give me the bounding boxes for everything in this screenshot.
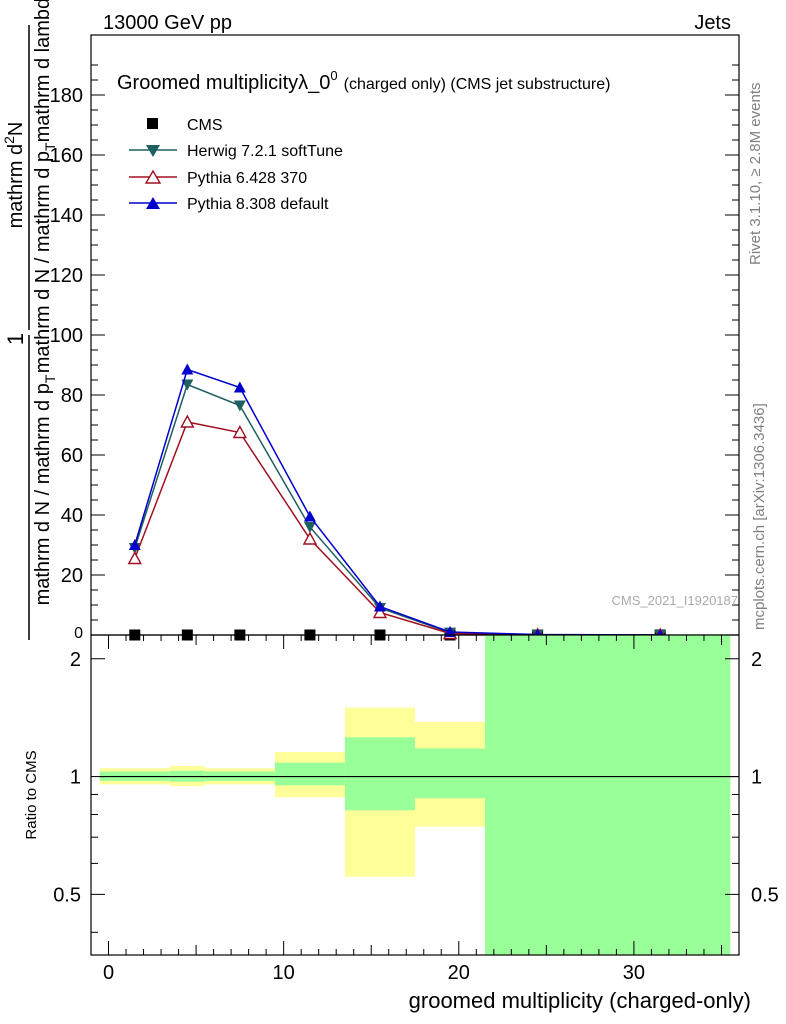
ylabel-den-sub: T [42, 374, 58, 383]
data-point-series-2 [180, 414, 195, 428]
ratio-bands-group [99, 635, 731, 955]
ylabel-denominator: mathrm d N / mathrm d pT [32, 374, 58, 605]
main-yaxis: 20 40 60 80 100 120 140 160 180 0 [50, 64, 739, 642]
ratio-xtick-label: 30 [623, 962, 645, 984]
ratio-frame [90, 634, 740, 956]
series-line-3 [134, 368, 661, 636]
watermark: CMS_2021_I1920187 [612, 593, 739, 608]
ylabel-num-b: N [5, 122, 27, 136]
legend-marker-cms [147, 118, 158, 129]
main-ytick-label: 160 [50, 145, 83, 167]
ratio-band-stat-4 [344, 737, 415, 811]
main-ytick-label: 120 [50, 265, 83, 287]
chart-title-suffix: (charged only) (CMS jet substructure) [344, 76, 611, 93]
ratio-xtick-label: 20 [448, 962, 470, 984]
ylabel-num-sup: 2 [1, 136, 17, 144]
main-ytick-label: 180 [50, 85, 83, 107]
legend: CMS Herwig 7.2.1 softTune Pythia 6.428 3… [129, 117, 343, 213]
ylabel-rden-a: mathrm d N / mathrm d p [32, 151, 54, 373]
chart-title-sup: 0 [330, 68, 337, 83]
main-ytick-label: 80 [61, 385, 83, 407]
chart-title-main: Groomed multiplicityλ_0 [117, 72, 330, 94]
legend-marker-herwig [146, 145, 160, 157]
ratio-ylabel: Ratio to CMS [23, 750, 40, 839]
legend-label-cms: CMS [187, 117, 223, 134]
ratio-band-stat-3 [274, 762, 345, 786]
legend-label-herwig: Herwig 7.2.1 softTune [187, 143, 343, 160]
main-series-group [127, 363, 668, 641]
data-point-series-2 [127, 551, 142, 565]
ratio-band-stat-6 [485, 635, 731, 955]
data-point-series-1 [303, 522, 316, 533]
rivet-label: Rivet 3.1.10, ≥ 2.8M events [747, 83, 764, 266]
ylabel-rden-b: mathrm d lambda [32, 0, 54, 142]
ylabel-right-denominator: mathrm d N / mathrm d pTmathrm d lambda [32, 0, 58, 373]
chart-title: Groomed multiplicityλ_00 (charged only) (… [117, 68, 610, 94]
data-point-series-3 [128, 539, 141, 550]
main-ytick-label: 60 [61, 445, 83, 467]
legend-marker-pythia8 [146, 197, 160, 209]
ratio-xtick-label: 0 [103, 962, 114, 984]
series-line-1 [134, 383, 661, 636]
ratio-ytick-label: 1 [70, 767, 81, 789]
data-point-series-3 [373, 600, 386, 612]
ratio-ytick-label-right: 1 [751, 767, 762, 789]
ratio-ytick-label: 0.5 [53, 884, 81, 906]
legend-marker-pythia6 [144, 169, 162, 184]
main-ytick-label-zero: 0 [74, 625, 83, 642]
data-point-series-1 [181, 379, 194, 391]
data-point-series-2 [372, 605, 388, 619]
ratio-panel: 0 10 20 30 0.5 0.5 1 1 2 2 Ratio to CMS groomed m… [23, 634, 779, 1013]
main-ytick-label: 140 [50, 205, 83, 227]
data-point-series-3 [181, 363, 194, 375]
legend-label-pythia6: Pythia 6.428 370 [187, 170, 307, 187]
ylabel-num-a: mathrm d [5, 144, 27, 228]
ratio-axes: 0 10 20 30 0.5 0.5 1 1 2 2 [53, 635, 779, 984]
header-right: Jets [694, 12, 731, 34]
legend-label-pythia8: Pythia 8.308 default [187, 196, 329, 213]
header-left: 13000 GeV pp [103, 12, 232, 34]
main-ytick-label: 100 [50, 325, 83, 347]
series-line-2 [134, 421, 661, 636]
data-point-series-1 [233, 400, 246, 412]
ylabel-one: 1 [3, 333, 28, 345]
xaxis-label: groomed multiplicity (charged-only) [409, 988, 751, 1013]
main-yaxis-label: 1 mathrm d N / mathrm d pT mathrm d2N ma… [1, 0, 58, 640]
ratio-band-stat-5 [415, 748, 486, 799]
ratio-xtick-label: 10 [273, 962, 295, 984]
data-point-series-2 [302, 531, 318, 545]
data-point-series-3 [303, 510, 316, 522]
data-point-series-3 [444, 626, 457, 637]
data-point-series-3 [233, 381, 246, 393]
ratio-ytick-label-right: 2 [751, 649, 762, 671]
ylabel-rden-sub: T [42, 142, 58, 151]
data-point-series-2 [232, 425, 248, 439]
main-ytick-label: 40 [61, 505, 83, 527]
main-ytick-label: 20 [61, 565, 83, 587]
ylabel-numerator: mathrm d2N [1, 122, 27, 229]
mcplots-label: mcplots.cern.ch [arXiv:1306.3436] [751, 403, 768, 630]
ylabel-den-a: mathrm d N / mathrm d p [32, 383, 54, 605]
ratio-ytick-label-right: 0.5 [751, 884, 779, 906]
ratio-ytick-label: 2 [70, 649, 81, 671]
